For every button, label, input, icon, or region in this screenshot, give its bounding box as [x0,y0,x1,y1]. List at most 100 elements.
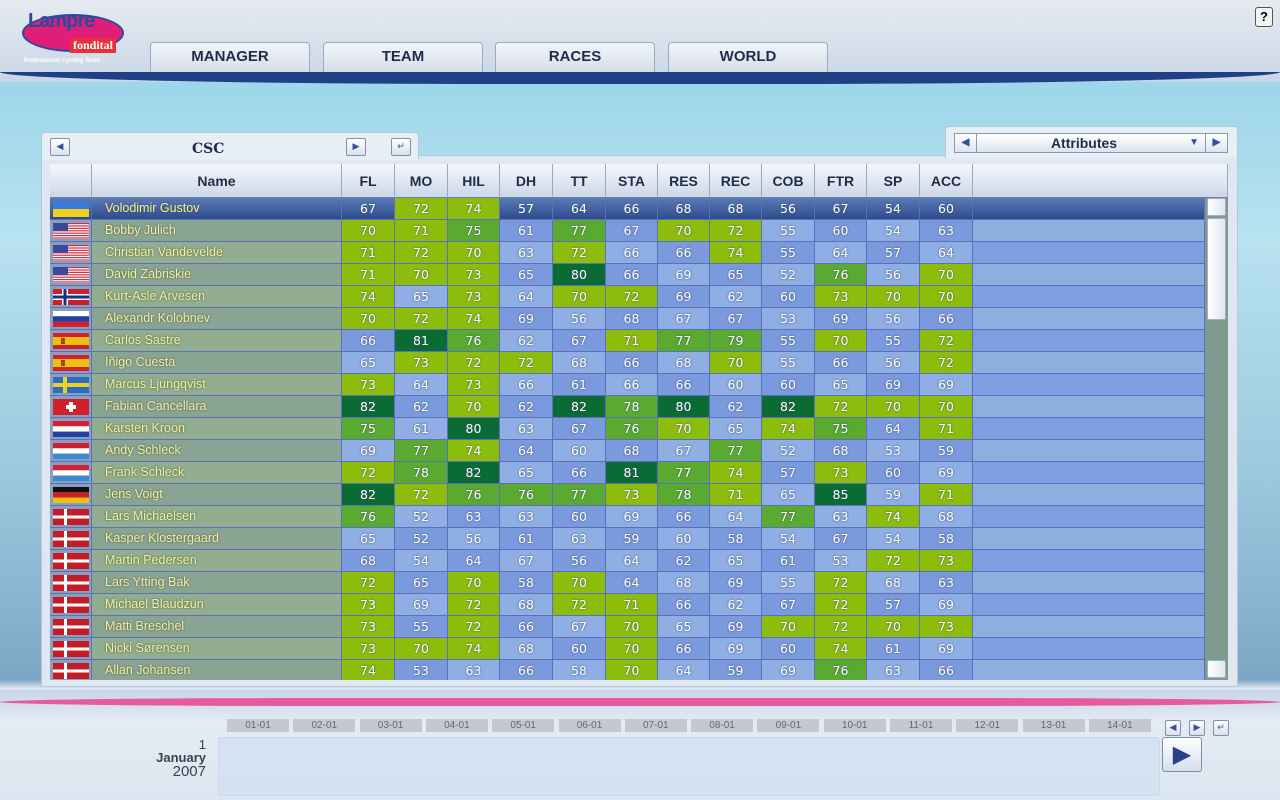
day-button[interactable]: 04-01 [425,719,488,732]
rider-name[interactable]: Allan Johansen [92,660,342,680]
rider-row[interactable]: Matti Breschel73557266677065697072707371 [50,616,1205,638]
rider-row[interactable]: Lars Michaelsen7652636360696664776374687… [50,506,1205,528]
rider-row[interactable]: Carlos Sastre66817662677177795570557276 [50,330,1205,352]
rider-row[interactable]: Alexandr Kolobnev 70 72 74 69 56 68 67 67 53 69 56 6… [50,308,1205,330]
prev-team-button[interactable]: ◀ [50,138,70,156]
rider-row[interactable]: Christian Vandevelde 71 72 70 63 72 66 66 74 55 64… [50,242,1205,264]
rider-name[interactable]: Bobby Julich [92,220,342,242]
attributes-dropdown[interactable]: ◀ Attributes ▼ ▶ [954,133,1228,153]
day-button[interactable]: 01-01 [227,719,289,732]
column-header-ftr[interactable]: FTR [815,164,867,198]
column-header-dh[interactable]: DH [500,164,553,198]
day-button[interactable]: 14-01 [1088,719,1151,732]
next-team-button[interactable]: ▶ [346,138,366,156]
return-icon[interactable]: ↵ [391,138,411,156]
rider-name[interactable]: Volodimir Gustov [92,198,342,220]
day-button[interactable]: 11-01 [890,719,952,732]
nav-tab-world[interactable]: WORLD [668,42,828,72]
rider-name[interactable]: Martin Pedersen [92,550,342,572]
column-header-mo[interactable]: MO [395,164,448,198]
rider-row[interactable]: Andy Schleck69777464606867775268535973 [50,440,1205,462]
day-button[interactable]: 03-01 [359,719,422,732]
rider-name[interactable]: Marcus Ljungqvist [92,374,342,396]
rider-row[interactable]: Volodimir Gustov 67 72 74 57 64 66 68 68 56 67 54 60… [50,198,1205,220]
rider-name[interactable]: David Zabriskie [92,264,342,286]
row-filler [973,528,1205,550]
day-button[interactable]: 02-01 [293,719,356,732]
column-header-fl[interactable]: FL [342,164,395,198]
nav-tab-manager[interactable]: MANAGER [150,42,310,72]
scrollbar[interactable] [1205,198,1228,680]
rider-name[interactable]: Andy Schleck [92,440,342,462]
rider-name[interactable]: Matti Breschel [92,616,342,638]
rider-row[interactable]: Karsten Kroon75618063677670657475647175 [50,418,1205,440]
rider-row[interactable]: Nicki Sørensen73707468607066696074616971 [50,638,1205,660]
help-button[interactable]: ? [1255,7,1273,27]
stat-sp: 53 [867,440,920,462]
day-button[interactable]: 12-01 [956,719,1019,732]
stat-hil: 70 [448,572,500,594]
rider-row[interactable]: Martin Pedersen6854646756646265615372736… [50,550,1205,572]
column-header-hil[interactable]: HIL [448,164,500,198]
prev-view-icon[interactable]: ◀ [955,134,977,152]
column-header-tt[interactable]: TT [553,164,606,198]
column-header-sp[interactable]: SP [867,164,920,198]
rider-name[interactable]: Karsten Kroon [92,418,342,440]
column-header-rec[interactable]: REC [710,164,762,198]
rider-name[interactable]: Lars Michaelsen [92,506,342,528]
column-header-acc[interactable]: ACC [920,164,973,198]
rider-row[interactable]: Kasper Klostergaard 65 52 56 61 63 59 60 58 54 67 5… [50,528,1205,550]
nav-tab-team[interactable]: TEAM [323,42,483,72]
column-header-sta[interactable]: STA [606,164,658,198]
day-button[interactable]: 05-01 [492,719,555,732]
timeline-next-button[interactable]: ▶ [1189,720,1205,736]
row-filler [973,374,1205,396]
rider-name[interactable]: Nicki Sørensen [92,638,342,660]
rider-name[interactable]: Fabian Cancellara [92,396,342,418]
rider-row[interactable]: Jens Voigt82727676777378716585597177 [50,484,1205,506]
scroll-down-button[interactable] [1207,660,1226,678]
rider-row[interactable]: Michael Blaudzun 73 69 72 68 72 71 66 62 67 72 57 69… [50,594,1205,616]
rider-row[interactable]: Bobby Julich70717561776770725560546373 [50,220,1205,242]
timeline-return-icon[interactable]: ↵ [1213,720,1229,736]
column-header-name[interactable]: Name [92,164,342,198]
advance-day-button[interactable]: ▶ [1162,737,1202,772]
next-view-icon[interactable]: ▶ [1205,134,1227,152]
rider-name[interactable]: Christian Vandevelde [92,242,342,264]
rider-name[interactable]: Alexandr Kolobnev [92,308,342,330]
rider-row[interactable]: Kurt-Asle Arvesen 74 65 73 64 70 72 69 62 60 73 70 7… [50,286,1205,308]
rider-name[interactable]: Carlos Sastre [92,330,342,352]
rider-row[interactable]: Allan Johansen74536366587064596976636668 [50,660,1205,680]
timeline-prev-button[interactable]: ◀ [1165,720,1181,736]
rider-name[interactable]: Jens Voigt [92,484,342,506]
column-header-res[interactable]: RES [658,164,710,198]
rider-name[interactable]: Iñigo Cuesta [92,352,342,374]
row-filler [973,308,1205,330]
day-button[interactable]: 06-01 [558,719,621,732]
rider-row[interactable]: Marcus Ljungqvist 73 64 73 66 61 66 66 60 60 65 69 6… [50,374,1205,396]
scroll-up-button[interactable] [1207,198,1226,216]
rider-row[interactable]: Lars Ytting Bak7265705870646869557268636… [50,572,1205,594]
rider-row[interactable]: Frank Schleck72788265668177745773606978 [50,462,1205,484]
rider-row[interactable]: Iñigo Cuesta65737272686668705566567270 [50,352,1205,374]
day-button[interactable]: 10-01 [823,719,886,732]
rider-name[interactable]: Lars Ytting Bak [92,572,342,594]
rider-row[interactable]: Fabian Cancellara 82 62 70 62 82 78 80 62 82 72 70 7… [50,396,1205,418]
day-button[interactable]: 08-01 [691,719,754,732]
nav-tab-races[interactable]: RACES [495,42,655,72]
flag-icon-dk [53,509,89,525]
stat-sta: 78 [606,396,658,418]
chevron-down-icon[interactable]: ▼ [1189,137,1199,148]
stat-hil: 70 [448,396,500,418]
day-button[interactable]: 13-01 [1022,719,1085,732]
scroll-thumb[interactable] [1207,218,1226,320]
rider-name[interactable]: Michael Blaudzun [92,594,342,616]
column-header-cob[interactable]: COB [762,164,815,198]
stat-cob: 65 [762,484,815,506]
rider-row[interactable]: David Zabriskie7170736580666965527656707… [50,264,1205,286]
day-button[interactable]: 09-01 [757,719,820,732]
rider-name[interactable]: Kasper Klostergaard [92,528,342,550]
rider-name[interactable]: Frank Schleck [92,462,342,484]
day-button[interactable]: 07-01 [624,719,687,732]
rider-name[interactable]: Kurt-Asle Arvesen [92,286,342,308]
